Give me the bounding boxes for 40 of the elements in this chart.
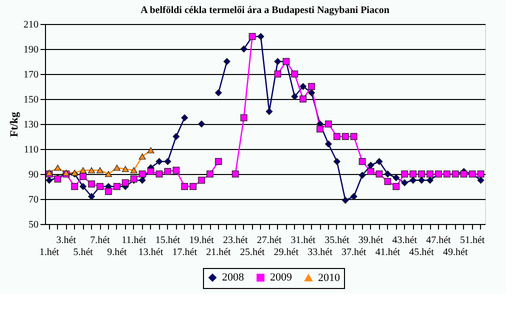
x-tick-label: 3.hét (56, 235, 76, 246)
x-tick-label: 11.hét (122, 235, 146, 246)
y-tick-label: 110 (24, 144, 38, 156)
x-tick-label: 1.hét (39, 247, 60, 258)
y-tick-label: 90 (28, 170, 38, 180)
x-tick-label: 33.hét (308, 247, 333, 258)
x-tick-label: 51.hét (460, 235, 485, 246)
y-tick-label: 50 (28, 220, 38, 230)
x-tick-label: 5.hét (73, 247, 94, 258)
x-tick-label: 29.hét (274, 247, 299, 258)
x-tick-label: 45.hét (409, 247, 434, 258)
legend-label: 2009 (270, 272, 292, 284)
x-tick-label: 17.hét (172, 247, 198, 258)
y-tick-label: 170 (24, 70, 38, 80)
x-tick-label: 47.hét (426, 235, 452, 246)
x-tick-label: 23.hét (223, 235, 248, 246)
x-tick-label: 39.hét (358, 235, 384, 246)
y-tick-label: 130 (24, 120, 38, 130)
x-tick-label: 15.hét (155, 235, 180, 246)
y-tick-label: 210 (24, 20, 38, 30)
legend-label: 2010 (318, 272, 340, 284)
x-tick-label: 13.hét (138, 247, 164, 258)
x-tick-label: 7.hét (90, 235, 110, 246)
x-tick-label: 25.hét (240, 247, 265, 258)
y-tick-label: 70 (28, 194, 38, 206)
x-tick-label: 21.hét (206, 247, 232, 258)
legend-label: 2008 (222, 272, 244, 284)
y-tick-label: 190 (24, 44, 38, 56)
x-tick-label: 41.hét (375, 247, 400, 258)
x-tick-label: 49.hét (443, 247, 468, 258)
x-tick-label: 9.hét (107, 247, 127, 258)
x-tick-label: 19.hét (189, 235, 214, 246)
y-tick-label: 150 (24, 94, 38, 106)
x-tick-label: 35.hét (324, 235, 350, 246)
x-tick-label: 31.hét (290, 235, 316, 246)
x-tick-label: 43.hét (392, 235, 418, 246)
y-axis-title: Ft/kg (8, 111, 20, 138)
chart-title: A belföldi cékla termelői ára a Budapesti Nagybani Piacon (140, 5, 390, 16)
x-tick-label: 37.hét (341, 247, 366, 258)
x-tick-label: 27.hét (256, 235, 282, 246)
